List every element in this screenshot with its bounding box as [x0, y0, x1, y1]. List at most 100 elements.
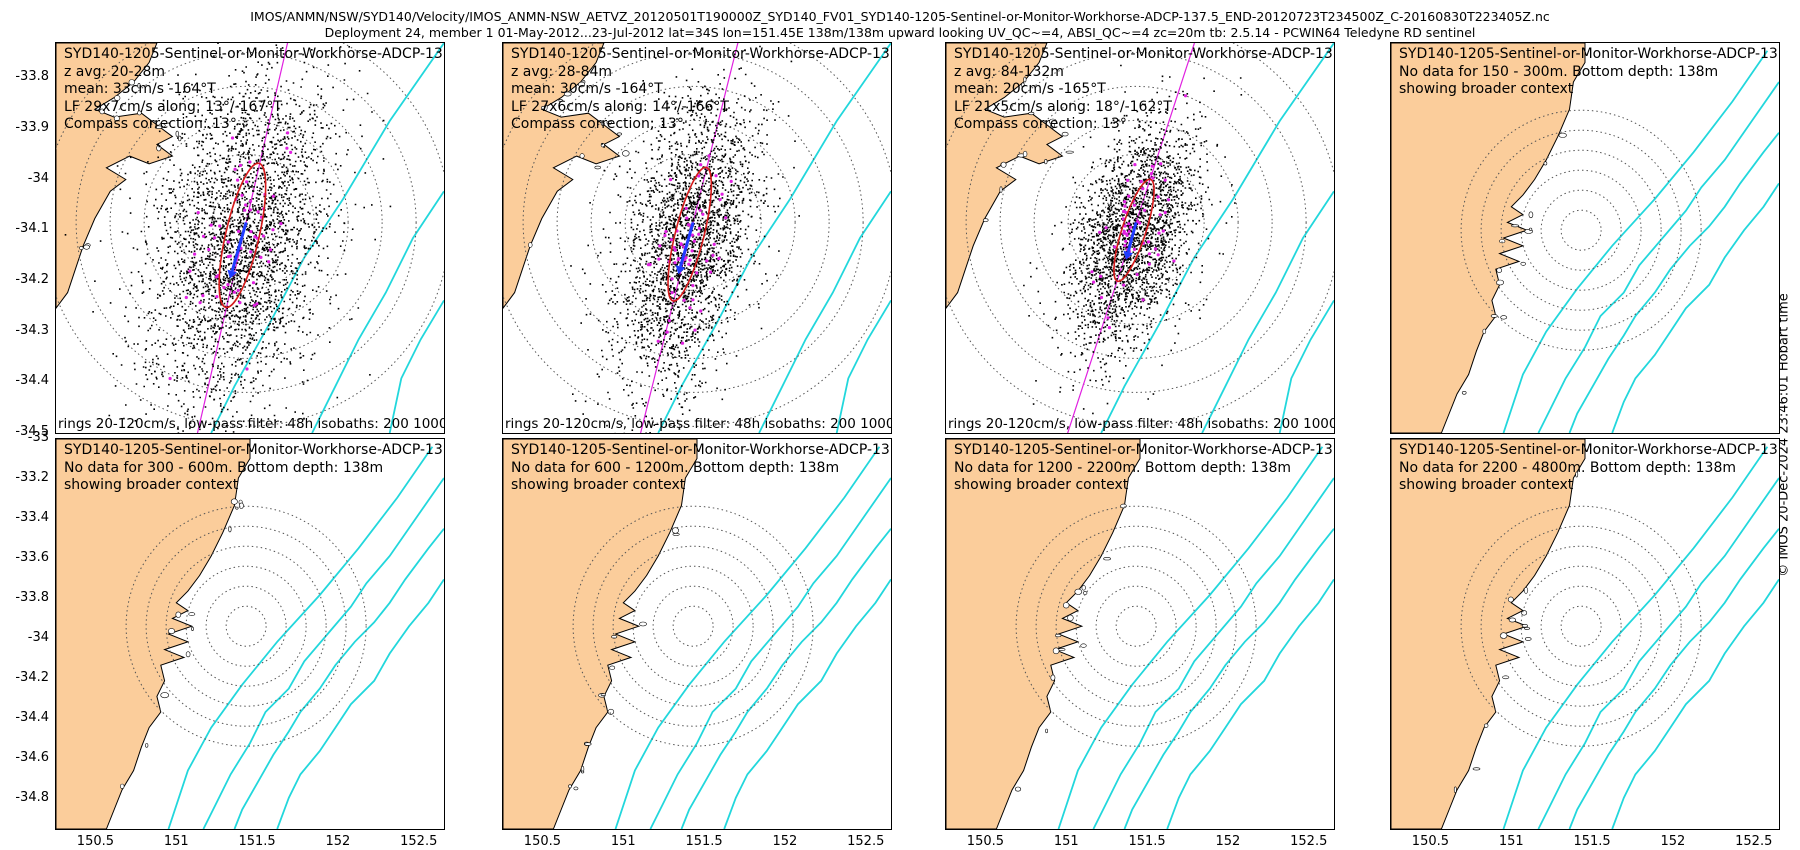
- x-tick-label: 152: [772, 834, 798, 849]
- daily-sample-point: [646, 263, 651, 267]
- land-mass: [503, 43, 621, 310]
- daily-sample-point: [695, 271, 699, 275]
- x-tick-label: 151.5: [1573, 834, 1611, 849]
- x-tick-label: 152.5: [1735, 834, 1773, 849]
- land-inlet: [160, 692, 169, 699]
- scatter-points: [64, 43, 392, 433]
- daily-sample-point: [1158, 213, 1162, 217]
- land-inlet: [113, 115, 120, 122]
- daily-sample-point: [1151, 176, 1155, 180]
- y-tick-label: -34.4: [15, 373, 49, 389]
- daily-sample-point: [676, 258, 680, 262]
- speed-ring-60cms: [185, 565, 307, 687]
- land-inlet: [607, 708, 615, 715]
- speed-ring-60cms: [1520, 565, 1642, 687]
- daily-sample-point: [673, 261, 677, 265]
- daily-sample-point: [688, 306, 692, 310]
- isobath-4000m: [1611, 578, 1779, 829]
- map-canvas-p1: [56, 43, 444, 433]
- map-canvas-p6: [503, 439, 891, 829]
- y-tick-label: -34.3: [15, 322, 49, 338]
- daily-sample-point: [236, 178, 240, 182]
- land-inlet: [191, 626, 194, 631]
- daily-sample-point: [1090, 270, 1094, 274]
- daily-sample-point: [209, 223, 213, 227]
- daily-sample-point: [667, 318, 671, 323]
- daily-sample-point: [201, 234, 206, 238]
- daily-sample-point: [665, 330, 669, 334]
- daily-sample-point: [1099, 295, 1104, 300]
- mean-current-arrow: [1126, 222, 1138, 253]
- land-inlet: [1000, 161, 1007, 168]
- land-inlet: [235, 506, 239, 510]
- land-inlet: [1061, 131, 1069, 137]
- speed-ring-120cms: [946, 43, 1334, 427]
- x-tick-label: 151: [163, 834, 189, 849]
- daily-sample-point: [664, 230, 668, 234]
- daily-sample-point: [249, 230, 253, 234]
- scatter-points: [570, 45, 800, 433]
- land-inlet: [1074, 588, 1083, 595]
- daily-sample-point: [1125, 232, 1129, 236]
- daily-sample-point: [691, 298, 695, 302]
- land-inlet: [1453, 786, 1457, 793]
- daily-sample-point: [232, 290, 236, 294]
- daily-sample-point: [1127, 222, 1131, 226]
- daily-sample-point: [1113, 245, 1117, 249]
- land-inlet: [1023, 76, 1027, 83]
- daily-sample-point: [1172, 259, 1176, 263]
- speed-ring-20cms: [1560, 209, 1602, 251]
- land-inlet: [616, 132, 622, 136]
- daily-sample-point: [687, 262, 691, 266]
- daily-sample-point: [680, 341, 685, 345]
- land-inlet: [1520, 261, 1526, 266]
- daily-sample-point: [701, 212, 705, 216]
- daily-sample-point: [1123, 200, 1127, 204]
- isobath-2000m: [1123, 528, 1334, 829]
- daily-sample-point: [1147, 252, 1152, 256]
- speed-ring-20cms: [1101, 187, 1171, 257]
- daily-sample-point: [1124, 239, 1128, 243]
- isobath-200m: [1502, 50, 1769, 433]
- land-inlet: [114, 95, 121, 101]
- land-inlet: [1543, 161, 1548, 166]
- daily-sample-point: [248, 160, 252, 164]
- daily-sample-point: [1128, 225, 1133, 229]
- land-inlet: [1490, 314, 1498, 318]
- figure-title-line-1: IMOS/ANMN/NSW/SYD140/Velocity/IMOS_ANMN-…: [250, 9, 1550, 24]
- daily-sample-point: [714, 174, 718, 178]
- land-inlet: [1062, 602, 1070, 609]
- x-tick-label: 152.5: [1290, 834, 1328, 849]
- land-inlet: [982, 218, 989, 222]
- speed-ring-40cms: [1067, 153, 1205, 291]
- x-tick-label: 151.5: [1128, 834, 1166, 849]
- daily-sample-point: [1149, 172, 1153, 176]
- land-inlet: [999, 186, 1003, 193]
- daily-sample-point: [184, 295, 188, 300]
- mean-current-arrow: [230, 221, 248, 272]
- daily-sample-point: [1161, 229, 1165, 233]
- daily-sample-point: [658, 244, 662, 248]
- x-tick-label: 151: [1053, 834, 1079, 849]
- land-inlet: [177, 135, 182, 142]
- daily-sample-point: [289, 150, 293, 154]
- daily-sample-point: [698, 208, 702, 212]
- speed-ring-40cms: [1540, 189, 1622, 271]
- land-mass: [1391, 439, 1586, 829]
- speed-ring-20cms: [1560, 605, 1602, 647]
- land-inlet: [600, 122, 605, 126]
- daily-sample-point: [699, 309, 703, 313]
- land-mass: [946, 439, 1141, 829]
- isobath-200m: [614, 446, 881, 829]
- land-inlet: [1021, 82, 1025, 88]
- land-inlet: [1482, 328, 1487, 335]
- daily-sample-point: [682, 298, 686, 302]
- daily-sample-point: [188, 269, 192, 273]
- map-canvas-p5: [56, 439, 444, 829]
- land-inlet: [639, 621, 647, 627]
- daily-sample-point: [213, 236, 217, 240]
- daily-sample-point: [1143, 208, 1147, 212]
- speed-ring-60cms: [1520, 169, 1642, 291]
- isobath-200m: [167, 446, 434, 829]
- daily-sample-point: [285, 146, 289, 150]
